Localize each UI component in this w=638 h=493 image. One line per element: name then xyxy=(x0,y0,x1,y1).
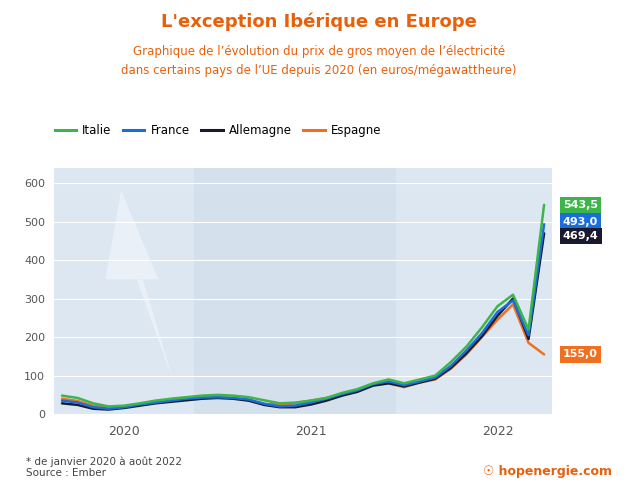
Text: 493,0: 493,0 xyxy=(563,216,598,227)
Text: 469,4: 469,4 xyxy=(563,231,598,241)
Text: L'exception Ibérique en Europe: L'exception Ibérique en Europe xyxy=(161,12,477,31)
Bar xyxy=(54,168,194,414)
Bar xyxy=(396,168,552,414)
Legend: Italie, France, Allemagne, Espagne: Italie, France, Allemagne, Espagne xyxy=(50,119,385,141)
Text: 155,0: 155,0 xyxy=(563,350,598,359)
Text: ☉ hopenergie.com: ☉ hopenergie.com xyxy=(484,465,612,478)
Polygon shape xyxy=(105,191,174,384)
Text: * de janvier 2020 à août 2022
Source : Ember: * de janvier 2020 à août 2022 Source : E… xyxy=(26,456,182,478)
Text: 543,5: 543,5 xyxy=(563,200,598,210)
Bar xyxy=(194,168,396,414)
Text: Graphique de l’évolution du prix de gros moyen de l’électricité
dans certains pa: Graphique de l’évolution du prix de gros… xyxy=(121,45,517,77)
